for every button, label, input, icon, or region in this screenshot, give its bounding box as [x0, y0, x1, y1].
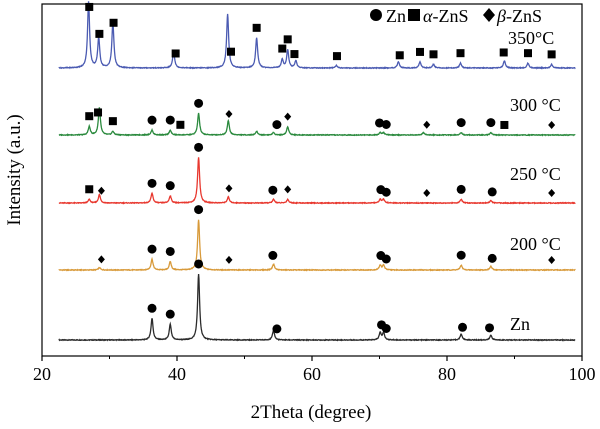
marker-square-s4-12 [429, 50, 438, 59]
marker-circle-s2-11 [456, 184, 466, 194]
marker-square-s2-0 [85, 185, 94, 194]
marker-diamond-s2-5 [225, 184, 233, 193]
marker-circle-s3-8 [272, 120, 282, 130]
marker-diamond-s2-7 [284, 185, 292, 194]
marker-circle-s0-2 [194, 259, 204, 269]
marker-circle-s2-4 [194, 142, 204, 152]
series-line-0 [58, 274, 576, 342]
marker-circle-s3-10 [375, 118, 384, 128]
x-tick-label-40: 40 [168, 364, 186, 384]
marker-circle-s0-7 [485, 323, 495, 333]
marker-square-s4-0 [85, 2, 94, 11]
marker-square-s4-5 [252, 23, 261, 32]
legend-label-beta-zns: β-ZnS [496, 6, 542, 26]
legend-label-alpha-zns: α-ZnS [423, 6, 468, 26]
marker-circle-s3-14 [486, 118, 496, 128]
marker-layer [85, 2, 556, 334]
legend-beta-prefix: β [496, 6, 506, 26]
marker-circle-s3-13 [456, 118, 466, 128]
marker-square-s3-2 [108, 117, 117, 126]
marker-circle-s2-12 [487, 187, 497, 197]
marker-square-s4-8 [290, 50, 299, 59]
series-label-3: 300 °C [510, 95, 561, 115]
series-label-0: Zn [510, 314, 530, 334]
marker-circle-s3-11 [381, 119, 391, 129]
x-tick-label-60: 60 [303, 364, 321, 384]
marker-circle-s0-6 [458, 322, 468, 332]
marker-square-s3-15 [500, 120, 509, 129]
legend-square-icon [408, 9, 420, 21]
marker-square-s4-13 [456, 49, 465, 58]
marker-diamond-s2-10 [423, 188, 431, 197]
marker-circle-s1-7 [381, 254, 391, 264]
marker-diamond-s1-10 [548, 255, 556, 264]
series-label-layer: Zn 200 °C 250 °C 300 °C 350°C [508, 28, 561, 334]
marker-square-s4-6 [278, 44, 287, 53]
marker-diamond-s2-13 [548, 188, 556, 197]
series-line-3 [58, 107, 576, 137]
series-layer [58, 1, 576, 342]
series-label-4: 350°C [508, 28, 554, 48]
marker-square-s4-4 [227, 47, 235, 56]
legend-diamond-icon [483, 8, 495, 22]
marker-circle-s1-1 [147, 244, 157, 254]
marker-square-s4-10 [395, 51, 404, 60]
legend-label-zn: Zn [386, 6, 406, 26]
marker-diamond-s1-0 [97, 255, 105, 264]
marker-circle-s0-1 [165, 309, 175, 319]
legend-alpha-prefix: α [423, 6, 433, 26]
marker-diamond-s3-9 [284, 112, 292, 121]
marker-square-s4-15 [524, 49, 532, 58]
marker-diamond-s2-1 [97, 186, 105, 195]
marker-circle-s2-9 [381, 187, 391, 197]
marker-square-s3-0 [85, 112, 94, 121]
marker-square-s4-1 [95, 29, 104, 38]
y-axis-title: Intensity (a.u.) [4, 114, 25, 225]
marker-square-s4-16 [547, 50, 556, 59]
tick-layer: 20 40 60 80 100 [33, 356, 596, 384]
plot-frame [41, 3, 583, 357]
marker-circle-s2-2 [147, 178, 157, 188]
marker-circle-s1-8 [456, 250, 466, 260]
legend-beta-suffix: -ZnS [506, 6, 542, 26]
marker-circle-s2-3 [165, 181, 175, 191]
marker-circle-s0-0 [147, 303, 157, 313]
x-tick-label-100: 100 [569, 364, 596, 384]
marker-circle-s0-3 [272, 324, 282, 334]
series-label-1: 200 °C [510, 234, 561, 254]
marker-square-s3-1 [94, 108, 103, 117]
plot-border [41, 3, 583, 357]
marker-circle-s1-2 [165, 246, 175, 256]
series-label-2: 250 °C [510, 164, 561, 184]
legend-circle-icon [370, 9, 382, 21]
marker-circle-s1-5 [268, 250, 278, 260]
x-axis-title: 2Theta (degree) [251, 402, 372, 423]
marker-square-s3-5 [176, 120, 185, 129]
marker-diamond-s1-4 [225, 255, 233, 264]
marker-square-s4-2 [109, 18, 118, 27]
marker-circle-s1-9 [487, 253, 497, 263]
series-line-2 [58, 157, 576, 205]
marker-square-s4-9 [332, 52, 341, 61]
series-line-4 [58, 1, 576, 70]
marker-circle-s3-6 [194, 98, 204, 108]
marker-circle-s0-5 [381, 324, 391, 334]
marker-square-s4-14 [499, 48, 508, 57]
marker-square-s4-7 [283, 35, 292, 44]
marker-diamond-s3-16 [548, 120, 556, 129]
marker-diamond-s3-7 [225, 109, 233, 118]
marker-diamond-s3-12 [423, 120, 431, 129]
marker-square-s4-11 [416, 47, 424, 56]
series-line-1 [58, 219, 576, 272]
marker-circle-s2-6 [268, 185, 278, 195]
x-tick-label-20: 20 [33, 364, 51, 384]
legend: Zn α-ZnS β-ZnS [370, 6, 542, 26]
x-tick-label-80: 80 [438, 364, 456, 384]
marker-circle-s3-3 [147, 115, 157, 125]
marker-circle-s1-3 [194, 205, 204, 215]
marker-square-s4-3 [171, 49, 180, 58]
marker-circle-s3-4 [165, 115, 175, 125]
legend-alpha-suffix: -ZnS [432, 6, 468, 26]
